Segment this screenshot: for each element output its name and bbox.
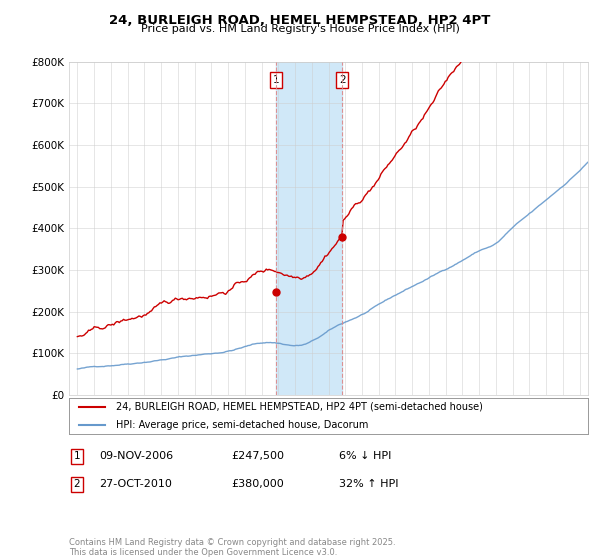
Text: 6% ↓ HPI: 6% ↓ HPI: [339, 451, 391, 461]
Text: 24, BURLEIGH ROAD, HEMEL HEMPSTEAD, HP2 4PT (semi-detached house): 24, BURLEIGH ROAD, HEMEL HEMPSTEAD, HP2 …: [116, 402, 482, 412]
Text: 09-NOV-2006: 09-NOV-2006: [99, 451, 173, 461]
Text: HPI: Average price, semi-detached house, Dacorum: HPI: Average price, semi-detached house,…: [116, 420, 368, 430]
Text: £247,500: £247,500: [231, 451, 284, 461]
Text: Price paid vs. HM Land Registry's House Price Index (HPI): Price paid vs. HM Land Registry's House …: [140, 24, 460, 34]
Text: 27-OCT-2010: 27-OCT-2010: [99, 479, 172, 489]
Text: 2: 2: [339, 75, 346, 85]
Text: Contains HM Land Registry data © Crown copyright and database right 2025.
This d: Contains HM Land Registry data © Crown c…: [69, 538, 395, 557]
Text: 2: 2: [73, 479, 80, 489]
Text: 1: 1: [272, 75, 279, 85]
Bar: [276, 62, 342, 395]
Text: £380,000: £380,000: [231, 479, 284, 489]
Text: 24, BURLEIGH ROAD, HEMEL HEMPSTEAD, HP2 4PT: 24, BURLEIGH ROAD, HEMEL HEMPSTEAD, HP2 …: [109, 14, 491, 27]
Text: 32% ↑ HPI: 32% ↑ HPI: [339, 479, 398, 489]
Text: 1: 1: [73, 451, 80, 461]
